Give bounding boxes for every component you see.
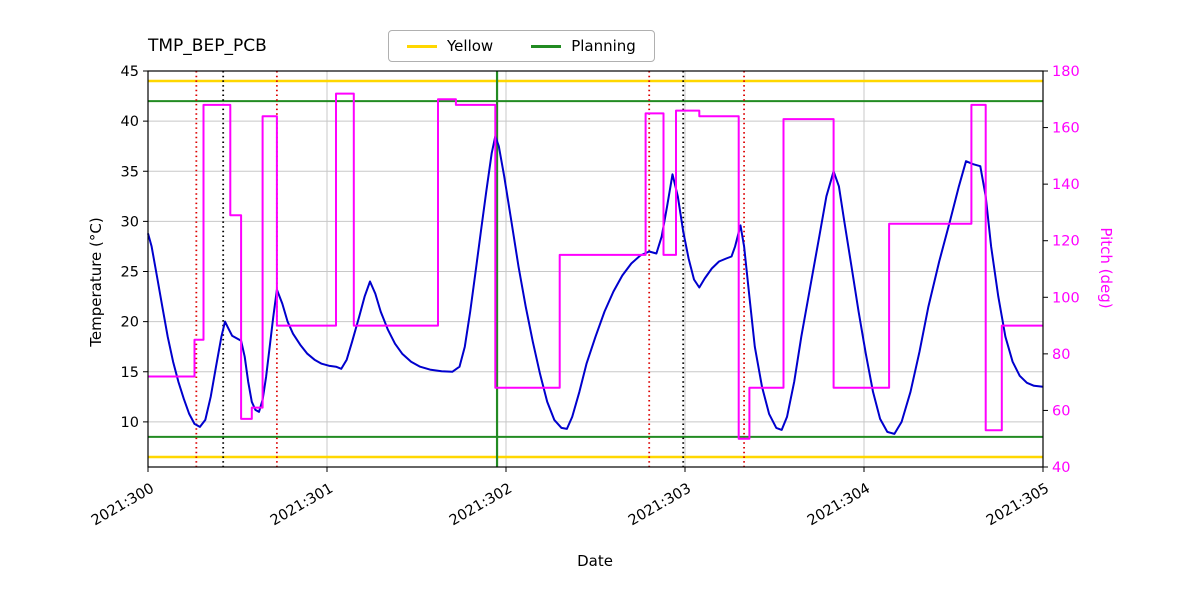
y-tick-label-right: 80 [1052,347,1070,363]
y-tick-label-right: 120 [1052,234,1080,250]
y-tick-label-right: 140 [1052,177,1080,193]
x-axis-label: Date [577,552,613,570]
y-tick-label-left: 35 [121,164,139,180]
y-tick-label-right: 60 [1052,403,1070,419]
y-tick-label-left: 15 [121,365,139,381]
x-tick-label: 2021:304 [805,481,873,530]
x-tick-label: 2021:302 [447,481,515,530]
x-tick-label: 2021:300 [89,481,157,530]
y-tick-label-right: 160 [1052,121,1080,137]
temperature-line [147,135,1044,435]
legend-item-yellow: Yellow [407,37,493,55]
legend-label-planning: Planning [571,37,636,55]
yellow-line-swatch [407,44,437,48]
y-axis-label-left: Temperature (°C) [87,217,105,347]
y-tick-label-left: 30 [121,214,139,230]
y-tick-label-right: 40 [1052,460,1070,476]
legend-label-yellow: Yellow [447,37,494,55]
x-tick-label: 2021:305 [984,481,1052,530]
y-tick-label-left: 10 [121,415,139,431]
y-tick-label-left: 25 [121,265,139,281]
planning-line-swatch [531,44,562,48]
x-tick-label: 2021:303 [626,481,694,530]
pitch-line [148,92,1043,440]
y-tick-label-right: 100 [1052,290,1080,306]
y-tick-label-left: 45 [121,64,139,80]
legend-item-planning: Planning [531,37,636,55]
chart-title: TMP_BEP_PCB [148,36,267,56]
x-tick-label: 2021:301 [268,481,336,530]
y-axis-label-right: Pitch (deg) [1097,227,1115,309]
legend: Yellow Planning [388,30,655,62]
y-tick-label-right: 180 [1052,64,1080,80]
y-tick-label-left: 40 [121,114,139,130]
plot-border [147,70,1044,468]
y-tick-label-left: 20 [121,315,139,331]
